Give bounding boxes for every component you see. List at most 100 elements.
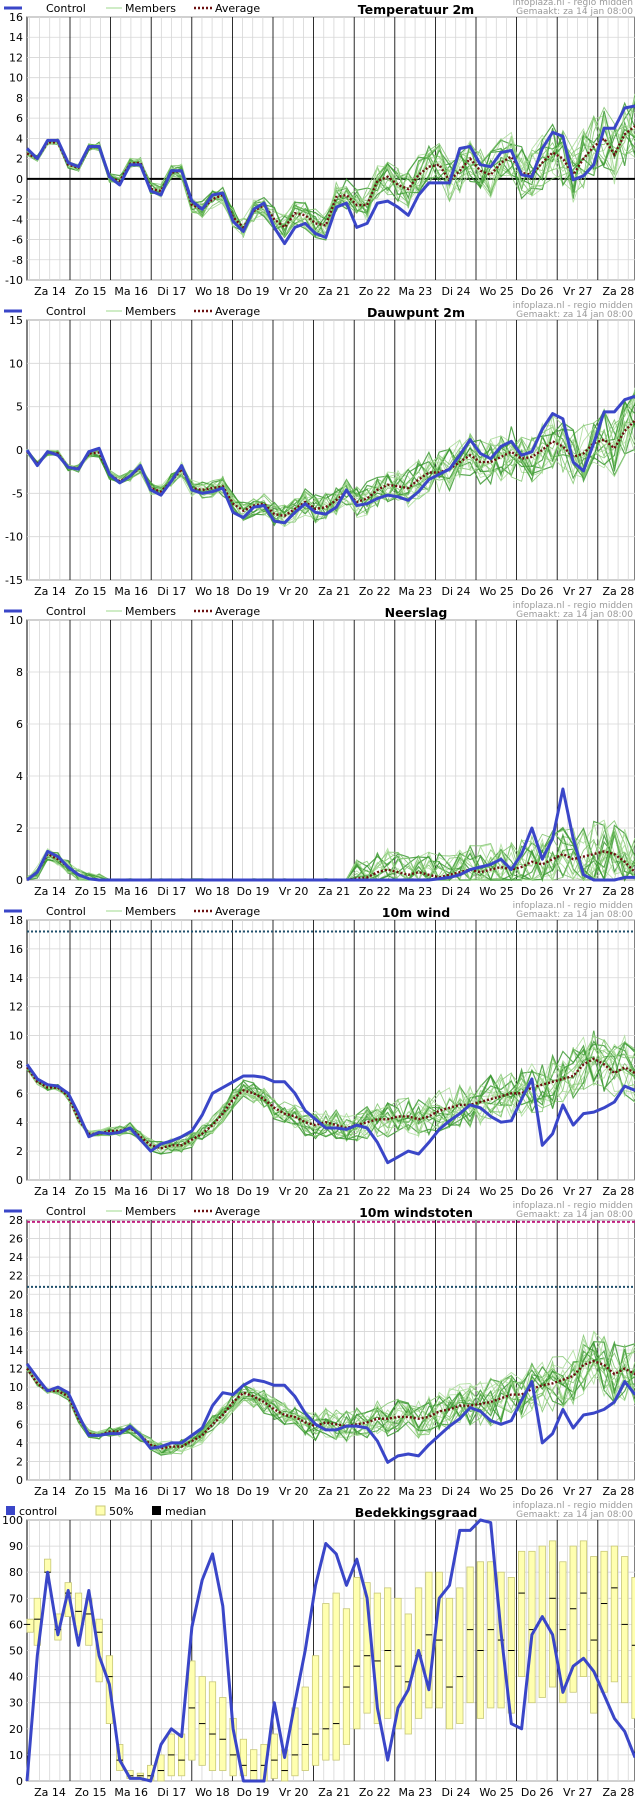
band-bar xyxy=(208,1681,217,1771)
band-bar xyxy=(569,1545,577,1693)
x-tick-label: Zo 15 xyxy=(75,885,107,898)
band-bar xyxy=(177,1733,186,1777)
x-tick-label: Ma 23 xyxy=(399,1485,433,1498)
x-tick-label: Do 19 xyxy=(237,285,270,298)
x-tick-label: Za 21 xyxy=(318,1786,350,1799)
created-text: Gemaakt: za 14 jan 08:00 xyxy=(516,610,633,620)
x-tick-label: Ma 23 xyxy=(399,285,433,298)
x-tick-label: Za 21 xyxy=(318,585,350,598)
x-tick-label: Za 14 xyxy=(34,285,66,298)
y-tick-label: 6 xyxy=(16,112,23,125)
y-tick-label: 2 xyxy=(16,822,23,835)
chart-panel-0: -10 -8 -6 -4 -2 0 2 4 6 8 10 12 14 16 Za 14 Zo 15 Ma 16 D… xyxy=(4,0,635,298)
band-bar xyxy=(621,1556,629,1704)
y-tick-label: 16 xyxy=(9,11,23,24)
x-tick-label: Zo 22 xyxy=(359,1485,391,1498)
x-tick-label: Ma 23 xyxy=(399,585,433,598)
y-tick-label: 15 xyxy=(9,314,23,327)
y-tick-label: 14 xyxy=(9,31,23,44)
chart-title: Bedekkingsgraad xyxy=(355,1505,478,1520)
x-tick-label: Za 28 xyxy=(603,285,635,298)
y-tick-label: -6 xyxy=(12,234,23,247)
created-text: Gemaakt: za 14 jan 08:00 xyxy=(516,910,633,920)
x-tick-label: Wo 25 xyxy=(479,585,513,598)
legend-band-label: 50% xyxy=(109,1505,133,1518)
x-tick-label: Ma 16 xyxy=(114,585,148,598)
legend-control-label: Control xyxy=(46,905,86,918)
x-tick-label: Zo 15 xyxy=(75,1185,107,1198)
plot-area xyxy=(26,16,635,281)
legend-control-swatch xyxy=(6,1506,15,1515)
y-tick-label: 0 xyxy=(16,1174,23,1187)
y-tick-label: -2 xyxy=(12,193,23,206)
y-tick-label: 6 xyxy=(16,1087,23,1100)
band-bar xyxy=(394,1597,402,1730)
x-tick-label: Za 21 xyxy=(318,1185,350,1198)
x-tick-label: Vr 27 xyxy=(563,585,593,598)
y-tick-label: 12 xyxy=(9,51,23,64)
y-tick-label: -8 xyxy=(12,254,23,267)
x-tick-label: Za 21 xyxy=(318,885,350,898)
legend-members-label: Members xyxy=(125,305,176,318)
y-tick-label: 0 xyxy=(16,1474,23,1487)
band-bar xyxy=(301,1686,309,1771)
y-tick-label: 10 xyxy=(9,614,23,627)
x-tick-label: Ma 23 xyxy=(399,1185,433,1198)
y-tick-label: 14 xyxy=(9,972,23,985)
y-tick-label: 60 xyxy=(9,1618,23,1631)
source-text: infoplaza.nl - regio midden xyxy=(513,301,633,311)
x-tick-label: Zo 15 xyxy=(75,1485,107,1498)
control-line xyxy=(25,104,635,246)
x-tick-label: Zo 22 xyxy=(359,885,391,898)
x-tick-label: Ma 23 xyxy=(399,885,433,898)
y-tick-label: -5 xyxy=(12,487,23,500)
x-tick-label: Za 14 xyxy=(34,885,66,898)
x-tick-label: Vr 27 xyxy=(563,285,593,298)
x-tick-label: Vr 20 xyxy=(279,585,309,598)
chart-panel-5: 0 10 20 30 40 50 60 70 80 90 100 Za 14 Zo 15 Ma 16 Di … xyxy=(2,1501,635,1799)
band-bar xyxy=(311,1655,320,1766)
y-tick-label: 6 xyxy=(16,718,23,731)
y-tick-label: 24 xyxy=(9,1251,23,1264)
y-tick-label: -10 xyxy=(5,531,23,544)
x-tick-label: Zo 15 xyxy=(75,585,107,598)
y-tick-label: 0 xyxy=(16,444,23,457)
x-tick-label: Vr 20 xyxy=(279,285,309,298)
band-bar xyxy=(559,1561,567,1704)
source-text: infoplaza.nl - regio midden xyxy=(513,0,633,8)
band-bar xyxy=(157,1754,165,1782)
y-tick-label: 100 xyxy=(2,1514,23,1527)
chart-title: 10m wind xyxy=(382,905,450,920)
band-bar xyxy=(528,1550,536,1704)
x-tick-label: Di 17 xyxy=(157,1485,186,1498)
band-bar xyxy=(404,1613,412,1735)
y-tick-label: 20 xyxy=(9,1723,23,1736)
x-tick-label: Za 14 xyxy=(34,1185,66,1198)
created-text: Gemaakt: za 14 jan 08:00 xyxy=(516,1510,633,1520)
created-text: Gemaakt: za 14 jan 08:00 xyxy=(516,7,633,17)
x-tick-label: Do 19 xyxy=(237,1485,270,1498)
control-line xyxy=(25,1363,635,1464)
control-line xyxy=(25,1518,635,1783)
x-tick-label: Di 17 xyxy=(157,285,186,298)
x-tick-label: Ma 16 xyxy=(114,1786,148,1799)
y-tick-label: 12 xyxy=(9,1363,23,1376)
y-tick-label: 30 xyxy=(9,1697,23,1710)
x-tick-label: Wo 25 xyxy=(479,1786,513,1799)
x-tick-label: Zo 22 xyxy=(359,285,391,298)
x-tick-label: Za 28 xyxy=(603,885,635,898)
member-line xyxy=(26,1335,635,1454)
band-bar xyxy=(74,1592,83,1636)
band-bar xyxy=(476,1561,485,1719)
band-bar xyxy=(425,1571,433,1709)
plot-area xyxy=(26,619,635,881)
source-text: infoplaza.nl - regio midden xyxy=(513,901,633,911)
x-tick-label: Zo 15 xyxy=(75,285,107,298)
y-tick-label: -10 xyxy=(5,274,23,287)
y-tick-label: 8 xyxy=(16,666,23,679)
x-tick-label: Di 24 xyxy=(441,1485,470,1498)
control-line xyxy=(25,1063,635,1165)
x-tick-label: Ma 16 xyxy=(114,1185,148,1198)
x-tick-label: Di 24 xyxy=(441,585,470,598)
